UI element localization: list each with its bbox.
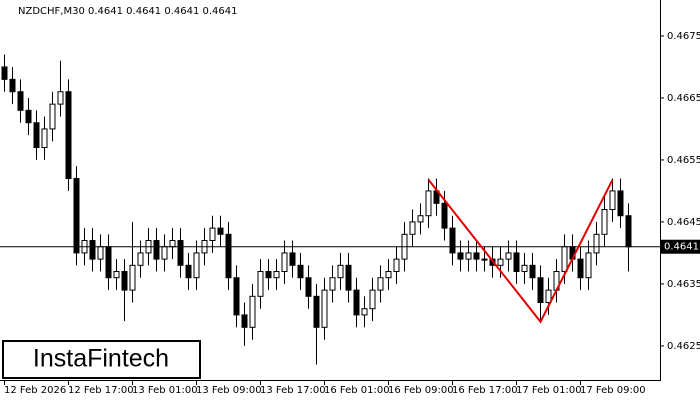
- candle-body: [209, 227, 216, 242]
- y-tick-label: 0.4655: [667, 155, 700, 166]
- candle-body: [377, 277, 384, 291]
- candle-body: [265, 271, 272, 279]
- candle-body: [393, 258, 400, 273]
- candle-body: [17, 91, 24, 111]
- candle-body: [153, 240, 160, 260]
- x-tick-label: 16 Feb 01:00: [324, 385, 390, 396]
- candle-body: [625, 215, 632, 248]
- candle-body: [369, 289, 376, 310]
- candle-body: [345, 264, 352, 291]
- candle-body: [281, 252, 288, 273]
- candle-body: [385, 271, 392, 279]
- candle-body: [89, 240, 96, 260]
- candle-body: [417, 215, 424, 223]
- x-tick-label: 13 Feb 01:00: [132, 385, 198, 396]
- candle-body: [473, 252, 480, 260]
- current-price-box: [661, 239, 700, 254]
- candle-body: [65, 91, 72, 180]
- y-tick-label: 0.4645: [667, 217, 700, 228]
- y-tick-label: 0.4665: [667, 93, 700, 104]
- current-price-label: 0.4641: [664, 242, 699, 253]
- y-tick-label: 0.4635: [667, 279, 700, 290]
- candle-body: [297, 264, 304, 279]
- candle-body: [129, 264, 136, 291]
- x-tick-label: 12 Feb 17:00: [68, 385, 134, 396]
- candle-body: [577, 258, 584, 279]
- y-tick-label: 0.4625: [667, 341, 700, 352]
- x-tick-label: 13 Feb 09:00: [196, 385, 262, 396]
- x-tick-label: 16 Feb 09:00: [388, 385, 454, 396]
- candle-body: [313, 295, 320, 328]
- candle-body: [449, 227, 456, 254]
- candle-body: [249, 295, 256, 328]
- candle-body: [257, 271, 264, 297]
- candle-body: [505, 252, 512, 260]
- logo-text: InstaFintech: [33, 345, 169, 373]
- candle-body: [361, 308, 368, 316]
- candle-body: [33, 122, 40, 149]
- candle-body: [545, 289, 552, 304]
- candle-body: [1, 66, 8, 80]
- candle-body: [529, 264, 536, 279]
- candle-body: [465, 252, 472, 260]
- candle-body: [137, 252, 144, 266]
- candle-body: [57, 91, 64, 105]
- candle-body: [425, 190, 432, 217]
- candle-body: [409, 221, 416, 235]
- candle-body: [217, 227, 224, 235]
- logo-box: [2, 340, 201, 379]
- candle-body: [289, 252, 296, 266]
- candle-body: [305, 277, 312, 297]
- candle-body: [329, 277, 336, 291]
- candle-body: [193, 252, 200, 279]
- candle-body: [25, 109, 32, 124]
- candle-body: [609, 190, 616, 211]
- candle-body: [73, 178, 80, 254]
- candle-body: [617, 190, 624, 217]
- candle-body: [337, 264, 344, 279]
- y-tick-label: 0.4675: [667, 31, 700, 42]
- candle-body: [105, 246, 112, 279]
- candle-body: [41, 128, 48, 149]
- candle-body: [585, 252, 592, 279]
- candle-body: [593, 233, 600, 254]
- candle-body: [9, 78, 16, 93]
- candle-body: [601, 209, 608, 235]
- candle-body: [225, 233, 232, 279]
- candle-body: [497, 258, 504, 266]
- candle-body: [481, 258, 488, 261]
- candle-body: [121, 271, 128, 291]
- candle-body: [441, 202, 448, 229]
- x-tick-label: 17 Feb 01:00: [516, 385, 582, 396]
- candle-body: [241, 314, 248, 328]
- candle-body: [177, 240, 184, 266]
- candle-body: [49, 103, 56, 130]
- x-tick-label: 17 Feb 09:00: [580, 385, 646, 396]
- candle-body: [169, 240, 176, 248]
- candle-body: [321, 289, 328, 328]
- candle-body: [161, 246, 168, 260]
- candle-body: [561, 246, 568, 273]
- candle-body: [97, 246, 104, 260]
- candle-body: [273, 271, 280, 279]
- candle-body: [113, 271, 120, 279]
- candle-body: [233, 277, 240, 316]
- x-tick-label: 13 Feb 17:00: [260, 385, 326, 396]
- candle-body: [457, 252, 464, 260]
- pattern-line: [427, 179, 614, 324]
- candle-body: [537, 277, 544, 304]
- candle-body: [521, 264, 528, 273]
- chart-title: NZDCHF,M30 0.4641 0.4641 0.4641 0.4641: [18, 6, 238, 17]
- x-tick-label: 16 Feb 17:00: [452, 385, 518, 396]
- candle-body: [353, 289, 360, 316]
- candle-body: [185, 264, 192, 279]
- x-tick-label: 12 Feb 2026: [4, 385, 66, 396]
- candle-body: [513, 252, 520, 273]
